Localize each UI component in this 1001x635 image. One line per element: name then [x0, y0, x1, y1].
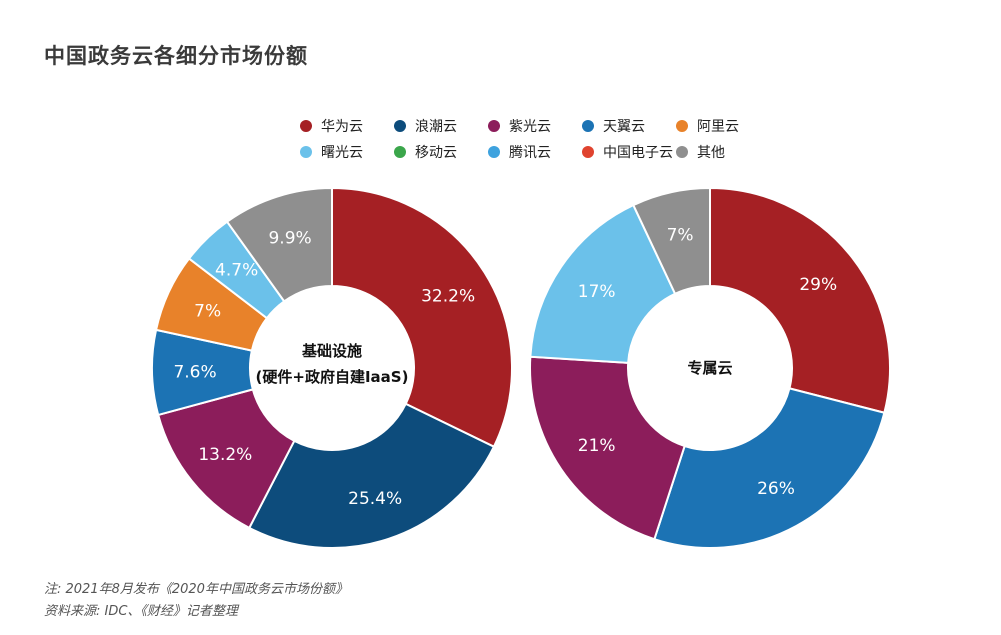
- legend-label: 其他: [697, 145, 725, 161]
- slice-value-label: 21%: [578, 436, 616, 456]
- legend-item: 阿里云: [676, 116, 770, 136]
- slice-value-label: 13.2%: [198, 445, 252, 465]
- center-label-infrastructure: 基础设施 (硬件+政府自建IaaS): [232, 338, 432, 390]
- legend-item: 中国电子云: [582, 142, 676, 162]
- slice-value-label: 7.6%: [173, 362, 216, 382]
- donut-hole: [628, 286, 792, 450]
- center-label-dedicated-cloud: 专属云: [610, 355, 810, 381]
- legend-label: 浪潮云: [415, 119, 457, 135]
- legend-item: 浪潮云: [394, 116, 488, 136]
- legend-swatch: [394, 120, 406, 132]
- legend-item: 华为云: [300, 116, 394, 136]
- legend-swatch: [676, 120, 688, 132]
- slice-value-label: 9.9%: [268, 229, 311, 249]
- donut-hole: [250, 286, 414, 450]
- slice-value-label: 26%: [757, 479, 795, 499]
- legend-row: 曙光云 移动云 腾讯云 中国电子云 其他: [300, 139, 770, 165]
- legend-swatch: [394, 146, 406, 158]
- legend-item: 曙光云: [300, 142, 394, 162]
- slice-value-label: 7%: [667, 225, 694, 245]
- legend-label: 曙光云: [321, 145, 363, 161]
- slice-value-label: 17%: [578, 282, 616, 302]
- legend-label: 移动云: [415, 145, 457, 161]
- legend-item: 移动云: [394, 142, 488, 162]
- slice-value-label: 25.4%: [348, 489, 402, 509]
- legend-item: 其他: [676, 142, 770, 162]
- legend-label: 阿里云: [697, 119, 739, 135]
- center-label-line1: 专属云: [687, 359, 733, 377]
- legend-swatch: [488, 146, 500, 158]
- legend-swatch: [676, 146, 688, 158]
- legend-label: 华为云: [321, 119, 363, 135]
- page-title: 中国政务云各细分市场份额: [44, 44, 308, 68]
- legend-swatch: [582, 120, 594, 132]
- chart-legend: 华为云 浪潮云 紫光云 天翼云 阿里云 曙光云 移动云 腾讯云 中国电子云 其他: [300, 113, 770, 165]
- legend-label: 紫光云: [509, 119, 551, 135]
- legend-swatch: [300, 120, 312, 132]
- footnote-source: 资料来源: IDC、《财经》记者整理: [44, 604, 238, 619]
- footnote-note: 注: 2021年8月发布《2020年中国政务云市场份额》: [44, 582, 348, 597]
- legend-item: 天翼云: [582, 116, 676, 136]
- legend-row: 华为云 浪潮云 紫光云 天翼云 阿里云: [300, 113, 770, 139]
- slice-value-label: 29%: [799, 275, 837, 295]
- donut-slice: [225, 186, 333, 303]
- donut-chart: 32.2% 25.4% 13.2% 7.6% 7% 4.7% 9.9%: [151, 186, 513, 549]
- legend-item: 腾讯云: [488, 142, 582, 162]
- legend-label: 中国电子云: [603, 145, 673, 161]
- legend-swatch: [488, 120, 500, 132]
- donut-chart: 29% 26% 21% 17% 7%: [529, 186, 891, 549]
- legend-item: 紫光云: [488, 116, 582, 136]
- slice-value-label: 7%: [194, 301, 221, 321]
- slice-value-label: 32.2%: [421, 286, 475, 306]
- slice-value-label: 4.7%: [215, 261, 258, 281]
- legend-label: 天翼云: [603, 119, 645, 135]
- legend-swatch: [582, 146, 594, 158]
- legend-swatch: [300, 146, 312, 158]
- center-label-line1: 基础设施: [301, 342, 362, 360]
- center-label-line2: (硬件+政府自建IaaS): [255, 368, 409, 386]
- legend-label: 腾讯云: [509, 145, 551, 161]
